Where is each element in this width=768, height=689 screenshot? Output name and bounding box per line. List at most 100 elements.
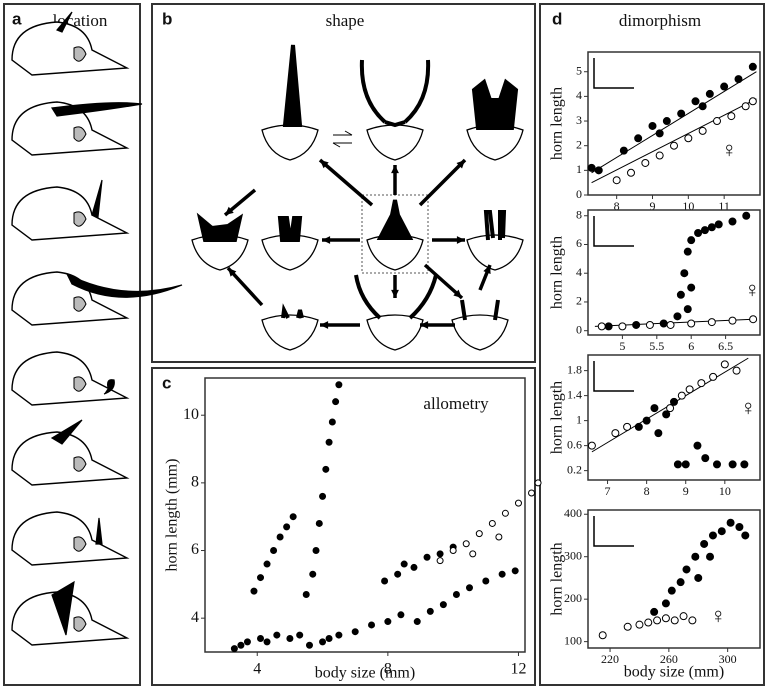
pronotum: [366, 314, 424, 351]
data-point: [662, 117, 671, 126]
beetle-horn: [56, 11, 73, 33]
data-point: [726, 518, 735, 527]
x-tick-label: 220: [601, 652, 619, 666]
y-axis-label: horn length: [549, 381, 566, 454]
horn-shape: [483, 210, 507, 241]
data-point: [654, 429, 663, 438]
data-point: [514, 499, 522, 507]
data-point: [289, 513, 297, 521]
data-point: [237, 641, 245, 649]
annotation: ♀: [710, 603, 727, 628]
arrow-shaft: [318, 158, 374, 207]
data-point: [594, 166, 603, 175]
data-point: [462, 540, 470, 548]
y-tick-label: 6: [576, 236, 582, 250]
data-point: [328, 418, 336, 426]
beetle-eye: [73, 616, 87, 632]
panel-letter: c: [162, 373, 171, 392]
y-tick-label: 1: [576, 162, 582, 176]
x-tick-label: 8: [644, 484, 650, 498]
data-point: [687, 236, 696, 245]
data-point: [648, 121, 657, 130]
beetle-head: [11, 351, 130, 406]
data-point: [670, 397, 678, 406]
data-point: [713, 117, 721, 126]
data-point: [700, 226, 709, 235]
data-point: [708, 531, 717, 540]
beetle-head: [11, 101, 130, 156]
data-point: [449, 547, 457, 555]
data-point: [685, 385, 694, 394]
data-point: [681, 460, 690, 469]
arrow-head: [225, 206, 234, 215]
data-point: [452, 590, 460, 598]
horn-shape: [282, 44, 303, 127]
data-point: [400, 560, 408, 568]
data-point: [351, 628, 359, 636]
data-point: [511, 567, 519, 575]
data-point: [501, 509, 509, 517]
data-point: [662, 410, 671, 419]
data-point: [691, 552, 700, 561]
x-tick-label: 12: [510, 661, 526, 678]
data-point: [276, 533, 284, 541]
data-point: [498, 570, 506, 578]
pronotum: [261, 314, 319, 351]
inset-icon: [593, 58, 634, 89]
data-point: [634, 134, 643, 143]
x-tick-label: 260: [660, 652, 678, 666]
x-tick-label: 4: [253, 661, 261, 678]
data-point: [368, 621, 376, 629]
data-point: [325, 438, 333, 446]
inset-icon: [593, 516, 634, 547]
data-point: [230, 645, 238, 653]
data-point: [706, 552, 715, 561]
x-tick-label: 7: [605, 484, 611, 498]
data-point: [641, 158, 650, 167]
horn-shape: [359, 59, 431, 128]
data-point: [705, 89, 714, 98]
y-tick-label: 1.8: [567, 362, 582, 376]
data-point: [475, 530, 483, 538]
pronotum: [366, 234, 424, 271]
arrow-shaft: [423, 263, 464, 300]
data-point: [734, 75, 743, 84]
data-point: [257, 634, 265, 642]
data-point: [677, 391, 686, 400]
data-point: [469, 550, 477, 558]
arrow-head: [320, 160, 329, 169]
data-point: [741, 531, 750, 540]
data-point: [670, 141, 678, 150]
beetle-head: [11, 21, 130, 76]
data-point: [682, 565, 691, 574]
arrow-shaft: [226, 266, 264, 307]
data-point: [273, 631, 281, 639]
pronotum: [366, 124, 424, 161]
arrow-head: [228, 268, 237, 277]
data-point: [680, 269, 689, 278]
x-tick-label: 300: [719, 652, 737, 666]
data-point: [619, 146, 628, 155]
x-tick-label: 9: [650, 199, 656, 213]
pronotum: [466, 124, 524, 161]
plot-frame: [587, 51, 761, 196]
annotation: ♀: [740, 395, 757, 420]
data-point: [635, 620, 644, 629]
data-point: [604, 322, 613, 331]
illustrations: [11, 11, 524, 646]
fit-line: [591, 98, 757, 184]
data-point: [465, 584, 473, 592]
data-point: [335, 631, 343, 639]
data-point: [742, 211, 751, 220]
data-point: [286, 634, 294, 642]
data-point: [381, 577, 389, 585]
data-point: [645, 320, 654, 329]
data-point: [439, 601, 447, 609]
data-point: [394, 570, 402, 578]
y-tick-label: 4: [191, 609, 199, 626]
data-point: [667, 586, 676, 595]
data-point: [655, 129, 664, 138]
panel-b-frame: [151, 3, 536, 363]
data-point: [714, 220, 723, 229]
